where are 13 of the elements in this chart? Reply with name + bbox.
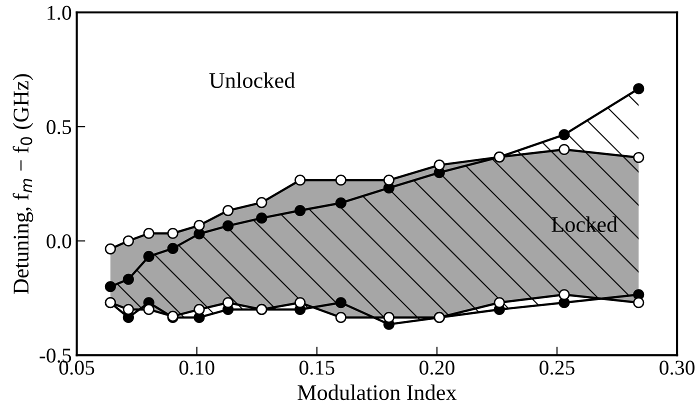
y-tick-label: -0.5 — [40, 348, 72, 363]
y-tick-label: 0.0 — [46, 234, 72, 248]
y-tick-label: 1.0 — [48, 6, 72, 20]
x-tick-label: 0.30 — [660, 360, 694, 375]
x-tick-label: 0.05 — [59, 360, 94, 375]
y-axis-title: Detuning, f$_{m}$ − f$_{0}$ (GHz) — [12, 74, 34, 294]
y-tick-label: 0.5 — [46, 120, 72, 134]
x-axis-title: Modulation Index — [298, 384, 457, 400]
x-tick-label: 0.20 — [420, 360, 454, 375]
annotation: Unlocked — [209, 72, 295, 88]
x-tick-label: 0.10 — [179, 360, 214, 375]
x-tick-label: 0.25 — [540, 360, 574, 375]
x-tick-label: 0.15 — [299, 360, 334, 375]
